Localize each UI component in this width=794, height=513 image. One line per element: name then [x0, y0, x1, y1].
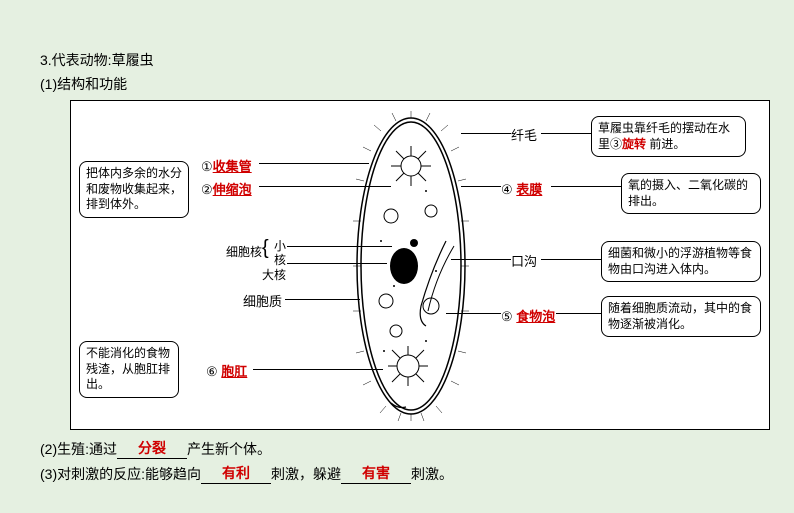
subtitle-line: (1)结构和功能 — [40, 74, 754, 94]
cilia-text-suffix: 前进。 — [646, 137, 685, 151]
diagram: 把体内多余的水分和废物收集起来，排到体外。 不能消化的食物残渣，从胞肛排出。 草… — [70, 100, 770, 430]
label-cilia: 纤毛 — [511, 125, 537, 144]
leader — [259, 186, 391, 187]
line-stimulus: (3)对刺激的反应:能够趋向有利刺激，躲避有害刺激。 — [40, 463, 754, 484]
title-line: 3.代表动物:草履虫 — [40, 50, 754, 70]
label-anal: ⑥ 胞肛 — [206, 361, 247, 380]
label-nucleus: 细胞核 { 小核 大核 — [226, 239, 286, 282]
callout-cilia: 草履虫靠纤毛的摆动在水里③旋转 前进。 — [591, 116, 746, 157]
callout-oral: 细菌和微小的浮游植物等食物由口沟进入体内。 — [601, 241, 761, 282]
cilia-text-red: 旋转 — [622, 137, 646, 151]
leader — [259, 163, 369, 164]
leader — [285, 299, 360, 300]
callout-food: 随着细胞质流动，其中的食物逐渐被消化。 — [601, 296, 761, 337]
callout-anal: 不能消化的食物残渣，从胞肛排出。 — [79, 341, 179, 398]
label-oral: 口沟 — [511, 251, 537, 270]
page-content: 3.代表动物:草履虫 (1)结构和功能 — [0, 0, 794, 484]
leader — [541, 259, 601, 260]
leader — [446, 313, 501, 314]
label-contract: ②伸缩泡 — [201, 179, 252, 198]
label-collect: ①收集管 — [201, 156, 252, 175]
leader — [287, 263, 387, 264]
leader — [556, 313, 601, 314]
leader — [253, 369, 383, 370]
label-food: ⑤ 食物泡 — [501, 306, 555, 325]
label-cytoplasm: 细胞质 — [243, 291, 282, 310]
leader — [461, 186, 501, 187]
line-reproduction: (2)生殖:通过分裂产生新个体。 — [40, 438, 754, 459]
leader — [541, 133, 591, 134]
leader — [287, 246, 392, 247]
callout-excretion: 把体内多余的水分和废物收集起来，排到体外。 — [79, 161, 189, 218]
leader — [461, 133, 511, 134]
paramecium-svg — [336, 111, 486, 421]
leader — [451, 259, 511, 260]
label-pellicle: ④ 表膜 — [501, 179, 542, 198]
callout-pellicle: 氧的摄入、二氧化碳的排出。 — [621, 173, 761, 214]
leader — [551, 186, 621, 187]
